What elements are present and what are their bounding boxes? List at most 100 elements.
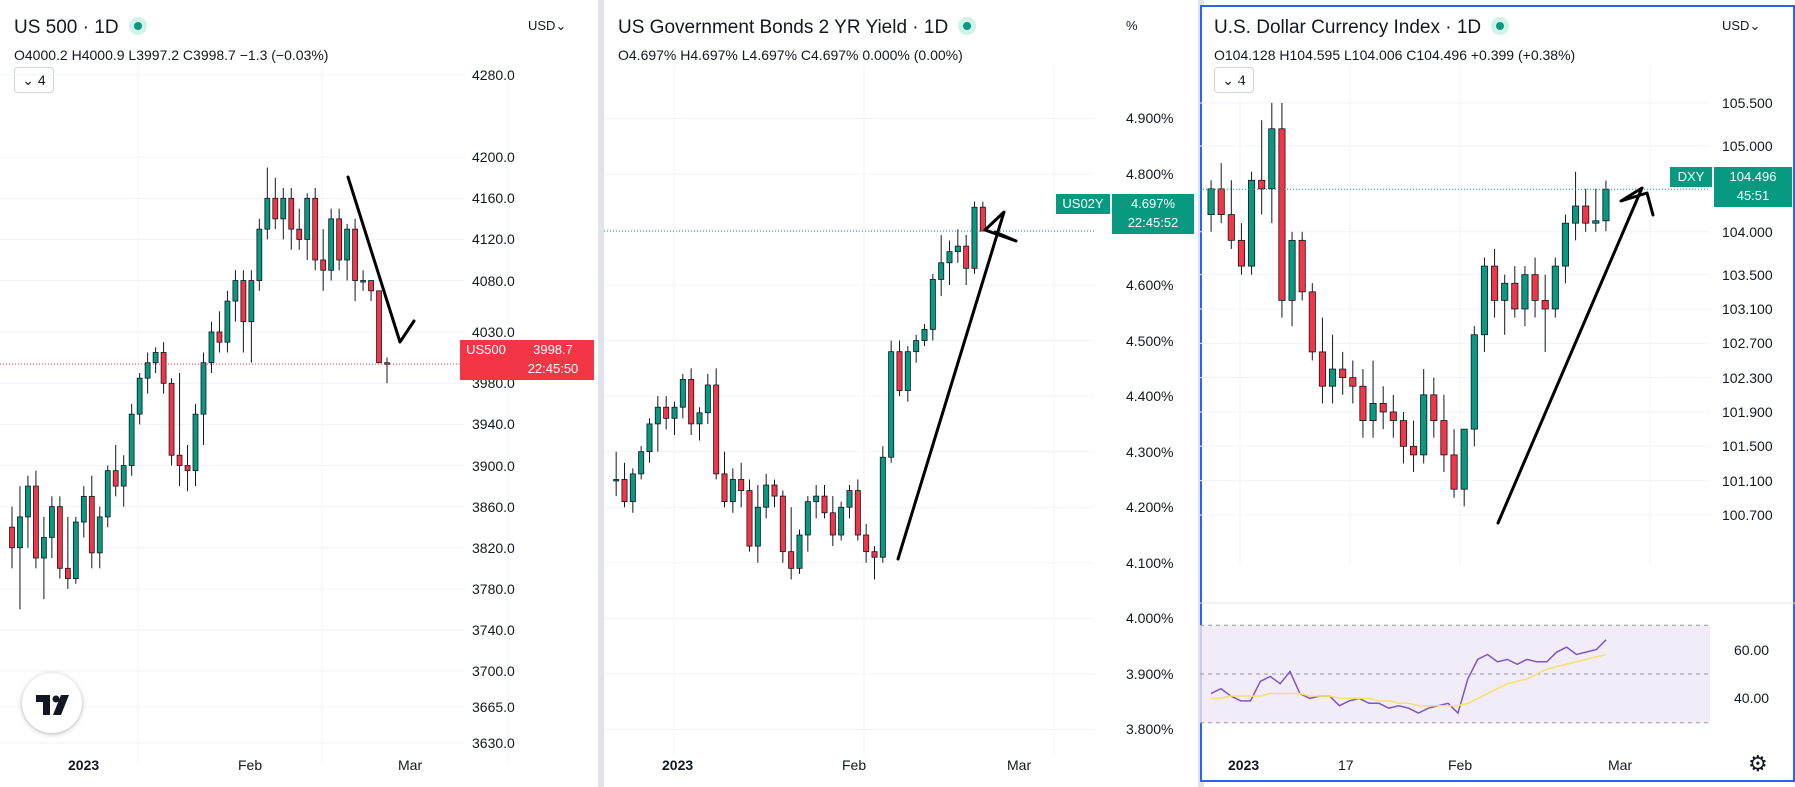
rsi-tick-label: 60.00 xyxy=(1734,641,1770,658)
candle-body xyxy=(1359,385,1367,421)
candle-body xyxy=(729,479,736,503)
panel-divider[interactable] xyxy=(598,0,604,787)
price-tick-label: 3780.0 xyxy=(472,580,515,597)
candle-body xyxy=(368,280,374,292)
price-label-value: 4.697% xyxy=(1130,196,1176,211)
candle-body xyxy=(721,473,728,503)
candle-body xyxy=(280,197,287,220)
candle-body xyxy=(168,382,175,456)
candle-body xyxy=(763,484,770,508)
candle-body xyxy=(1379,402,1387,413)
currency-selector[interactable]: USD⌄ xyxy=(1722,18,1761,33)
symbol-title[interactable]: U.S. Dollar Currency Index · 1D xyxy=(1214,17,1482,38)
candle-body xyxy=(854,490,861,536)
ohlc-readout: O4.697% H4.697% L4.697% C4.697% 0.000% (… xyxy=(618,47,963,63)
candle-body xyxy=(971,206,978,269)
candle-body xyxy=(704,384,711,414)
candle-body xyxy=(1389,411,1397,421)
candle-body xyxy=(696,412,703,425)
price-label-symbol: US500 xyxy=(466,342,506,357)
candle-body xyxy=(621,479,628,503)
price-plot[interactable] xyxy=(0,5,598,782)
candle-body xyxy=(192,413,199,472)
candle-body xyxy=(638,451,645,475)
currency-label: USD xyxy=(1722,18,1750,33)
candle-body xyxy=(754,506,761,547)
candle-body xyxy=(256,228,263,281)
candle-body xyxy=(64,567,71,579)
candle-body xyxy=(360,280,366,283)
candle-body xyxy=(1450,454,1458,490)
candle-body xyxy=(1561,222,1569,267)
candle-body xyxy=(1420,394,1428,456)
price-plot[interactable] xyxy=(604,5,1198,782)
chart-panel-us500[interactable]: US 500 · 1D O4000.2 H4000.9 L3997.2 C399… xyxy=(0,5,598,782)
candle-body xyxy=(1308,291,1316,353)
chart-panel-us02y[interactable]: US Government Bonds 2 YR Yield · 1D O4.6… xyxy=(604,5,1198,782)
chevron-down-icon: ⌄ xyxy=(1222,72,1235,88)
time-tick-label: Mar xyxy=(1007,757,1032,773)
currency-selector[interactable]: USD⌄ xyxy=(528,18,567,33)
candle-body xyxy=(1531,274,1539,301)
price-tick-label: 4200.0 xyxy=(472,149,515,166)
candle-body xyxy=(25,485,31,518)
symbol-title[interactable]: US 500 · 1D xyxy=(14,17,119,38)
candle-body xyxy=(688,379,695,425)
candle-body xyxy=(33,485,39,559)
candle-body xyxy=(144,362,151,379)
candle-body xyxy=(224,300,231,343)
price-tick-label: 4.100% xyxy=(1126,554,1174,571)
chart-title: US Government Bonds 2 YR Yield · 1D xyxy=(618,16,977,39)
candle-body xyxy=(1298,239,1306,293)
candle-body xyxy=(1410,445,1418,456)
candle-body xyxy=(1349,377,1357,387)
candle-body xyxy=(838,506,845,536)
candle-body xyxy=(771,484,778,497)
candle-body xyxy=(1551,265,1559,310)
gear-icon[interactable]: ⚙ xyxy=(1748,751,1768,776)
candle-body xyxy=(80,495,87,523)
price-tick-label: 4280.0 xyxy=(472,67,515,83)
price-tick-label: 4.300% xyxy=(1126,443,1174,460)
chart-title: US 500 · 1D xyxy=(14,16,147,39)
indicators-collapse-button[interactable]: ⌄ 4 xyxy=(14,67,54,93)
indicators-collapse-button[interactable]: ⌄ 4 xyxy=(1214,67,1254,93)
market-status-icon xyxy=(958,16,977,35)
price-tick-label: 3.900% xyxy=(1126,665,1174,682)
candle-body xyxy=(272,197,279,220)
trend-arrow xyxy=(1496,186,1655,525)
candle-body xyxy=(320,259,327,271)
candle-body xyxy=(56,506,63,569)
tradingview-logo-icon[interactable] xyxy=(22,673,82,733)
candle-body xyxy=(929,279,936,330)
candle-body xyxy=(1541,300,1549,310)
time-tick-label: Mar xyxy=(398,757,423,773)
chart-panel-dxy[interactable]: U.S. Dollar Currency Index · 1D O104.128… xyxy=(1200,5,1795,782)
candle-body xyxy=(821,495,828,514)
price-label-box: 104.496 45:51 xyxy=(1714,167,1792,207)
candle-body xyxy=(104,470,111,518)
price-plot[interactable] xyxy=(1200,5,1795,782)
candle-body xyxy=(946,251,953,264)
price-tick-label: 4.900% xyxy=(1126,110,1174,127)
candle-body xyxy=(746,490,753,547)
price-tick-label: 4120.0 xyxy=(472,231,515,248)
time-tick-label: 2023 xyxy=(1228,757,1260,773)
candle-body xyxy=(240,280,247,323)
rsi-ma-line xyxy=(1211,653,1607,707)
chart-title: U.S. Dollar Currency Index · 1D xyxy=(1214,16,1510,39)
candle-body xyxy=(184,465,191,472)
symbol-label: US02Y xyxy=(1056,194,1110,214)
symbol-title[interactable]: US Government Bonds 2 YR Yield · 1D xyxy=(618,17,949,38)
candle-body xyxy=(136,377,143,415)
candle-body xyxy=(671,406,678,419)
candle-body xyxy=(1460,428,1468,490)
candle-body xyxy=(1572,205,1580,224)
candle-body xyxy=(176,454,183,466)
candle-body xyxy=(713,384,720,475)
trend-arrow xyxy=(346,175,416,344)
candle-body xyxy=(1521,274,1529,310)
market-status-icon xyxy=(128,16,147,35)
price-tick-label: 3820.0 xyxy=(472,539,515,556)
candle-body xyxy=(96,516,103,554)
